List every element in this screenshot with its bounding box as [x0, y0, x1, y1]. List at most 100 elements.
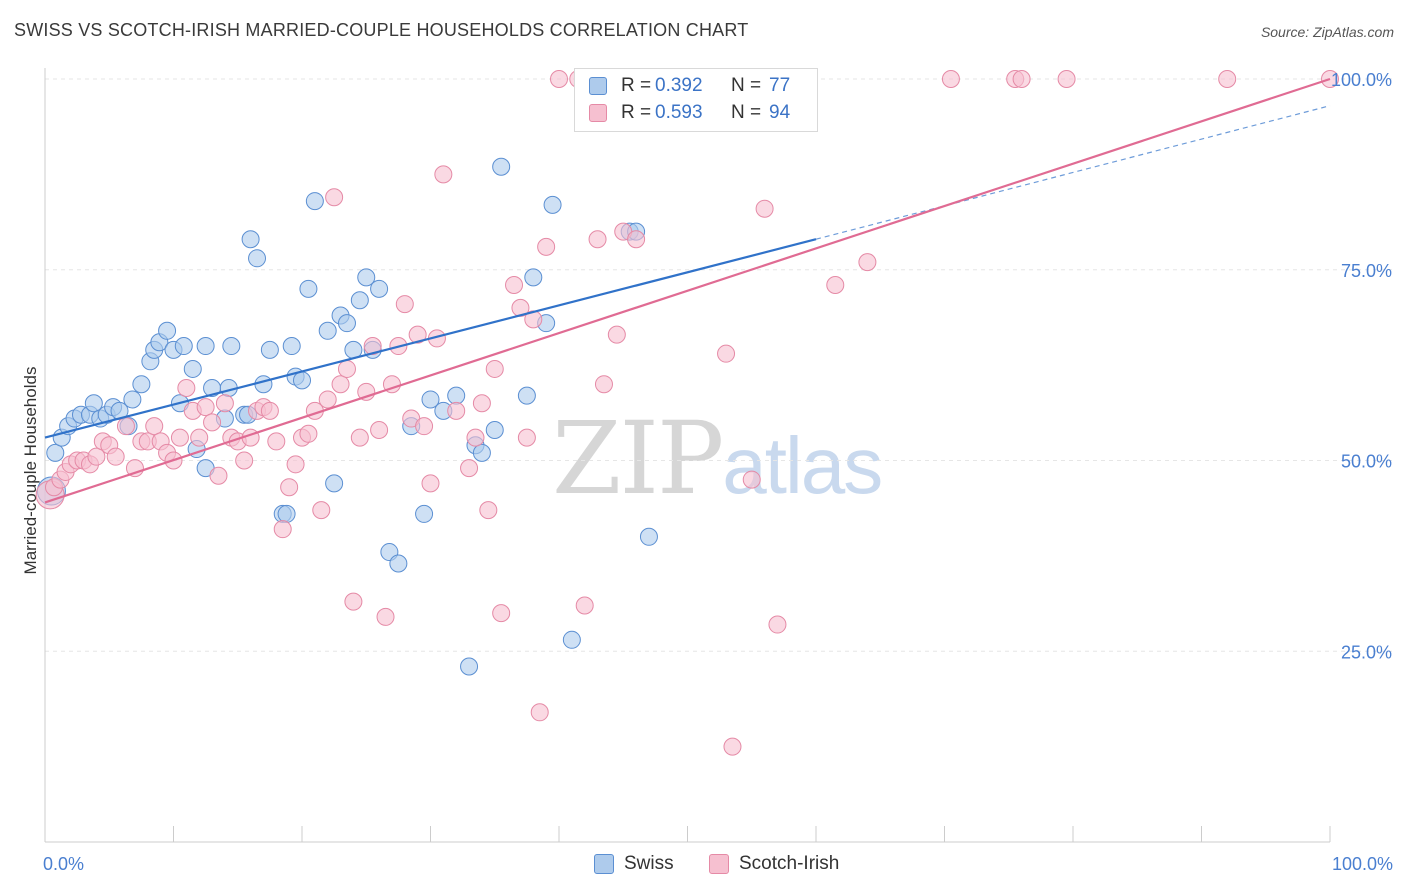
- legend-n-label: N =: [731, 102, 762, 123]
- point-swiss: [543, 195, 562, 214]
- y-tick-label: 25.0%: [1341, 642, 1392, 662]
- point-swiss: [222, 337, 241, 356]
- legend-n-value: 77: [769, 75, 791, 96]
- point-swiss: [485, 420, 504, 439]
- point-swiss: [305, 192, 324, 211]
- point-scotch-irish: [530, 703, 549, 722]
- trend-line-scotch-irish: [44, 77, 1331, 504]
- point-scotch-irish: [858, 253, 877, 272]
- point-swiss: [370, 279, 389, 298]
- point-swiss: [524, 268, 543, 287]
- point-scotch-irish: [1012, 70, 1031, 88]
- point-swiss: [277, 504, 296, 523]
- point-scotch-irish: [363, 337, 382, 356]
- point-scotch-irish: [87, 447, 106, 466]
- legend-r-value: 0.392: [655, 75, 703, 96]
- point-scotch-irish: [485, 359, 504, 378]
- point-scotch-irish: [215, 394, 234, 413]
- point-scotch-irish: [325, 188, 344, 207]
- correlation-legend: R = 0.392 N = 77 R = 0.593 N = 94: [574, 68, 818, 132]
- legend-item-scotch-irish[interactable]: Scotch-Irish: [709, 852, 859, 878]
- point-scotch-irish: [145, 417, 164, 436]
- point-scotch-irish: [768, 615, 787, 634]
- trend-extension-swiss: [815, 105, 1331, 240]
- point-scotch-irish: [370, 420, 389, 439]
- point-swiss: [447, 386, 466, 405]
- point-swiss: [132, 375, 151, 394]
- point-scotch-irish: [755, 199, 774, 218]
- point-scotch-irish: [607, 325, 626, 344]
- point-scotch-irish: [627, 230, 646, 249]
- point-swiss: [325, 474, 344, 493]
- point-scotch-irish: [337, 359, 356, 378]
- point-scotch-irish: [575, 596, 594, 615]
- point-swiss: [517, 386, 536, 405]
- point-scotch-irish: [350, 428, 369, 447]
- point-scotch-irish: [318, 390, 337, 409]
- point-scotch-irish: [517, 428, 536, 447]
- point-scotch-irish: [941, 70, 960, 88]
- legend-r-label: R =: [621, 75, 652, 96]
- point-scotch-irish: [1057, 70, 1076, 88]
- labels-layer: 25.0% 50.0% 75.0% 100.0% 0.0% 100.0% Married-c…: [21, 70, 1393, 874]
- legend-label-scotch-irish: Scotch-Irish: [739, 853, 840, 874]
- y-axis-label: Married-couple Households: [21, 367, 40, 575]
- point-scotch-irish: [826, 276, 845, 295]
- point-swiss: [350, 291, 369, 310]
- legend-n-value: 94: [769, 102, 791, 123]
- trend-line-swiss: [44, 238, 817, 439]
- point-scotch-irish: [280, 478, 299, 497]
- point-scotch-irish: [415, 417, 434, 436]
- legend-swatch-scotch-irish: [589, 104, 607, 122]
- point-scotch-irish: [273, 520, 292, 539]
- point-scotch-irish: [717, 344, 736, 363]
- chart-title: SWISS VS SCOTCH-IRISH MARRIED-COUPLE HOU…: [14, 20, 749, 40]
- point-scotch-irish: [344, 592, 363, 611]
- point-swiss: [318, 321, 337, 340]
- point-swiss: [196, 337, 215, 356]
- grid-layer: [45, 78, 1392, 652]
- legend-n-label: N =: [731, 75, 762, 96]
- point-scotch-irish: [312, 501, 331, 520]
- point-scotch-irish: [505, 276, 524, 295]
- point-swiss: [254, 375, 273, 394]
- legend-swatch-swiss: [589, 77, 607, 95]
- y-tick-label: 75.0%: [1341, 261, 1392, 281]
- point-scotch-irish: [742, 470, 761, 489]
- point-scotch-irish: [421, 474, 440, 493]
- chart-source: Source: ZipAtlas.com: [1260, 24, 1394, 40]
- point-scotch-irish: [460, 459, 479, 478]
- point-scotch-irish: [395, 295, 414, 314]
- point-scotch-irish: [479, 501, 498, 520]
- point-swiss: [421, 390, 440, 409]
- point-scotch-irish: [492, 604, 511, 623]
- legend-item-swiss[interactable]: Swiss: [594, 852, 704, 878]
- y-tick-label: 50.0%: [1341, 452, 1392, 472]
- point-scotch-irish: [1218, 70, 1237, 88]
- point-swiss: [357, 268, 376, 287]
- point-scotch-irish: [260, 401, 279, 420]
- point-swiss: [282, 337, 301, 356]
- legend-swatch-swiss: [594, 854, 614, 874]
- legend-row-scotch-irish: R = 0.593 N = 94: [575, 101, 815, 127]
- trend-layer: [44, 77, 1331, 504]
- point-scotch-irish: [376, 607, 395, 626]
- point-scotch-irish: [190, 428, 209, 447]
- point-scotch-irish: [550, 70, 568, 88]
- point-scotch-irish: [594, 375, 613, 394]
- point-swiss: [337, 314, 356, 333]
- point-scotch-irish: [196, 398, 215, 417]
- point-scotch-irish: [209, 466, 228, 485]
- point-scotch-irish: [170, 428, 189, 447]
- point-scotch-irish: [588, 230, 607, 249]
- point-swiss: [492, 157, 511, 176]
- point-swiss: [639, 527, 658, 546]
- x-tick-label: 0.0%: [43, 854, 84, 874]
- legend-label-swiss: Swiss: [624, 853, 674, 874]
- legend-swatch-scotch-irish: [709, 854, 729, 874]
- point-swiss: [562, 630, 581, 649]
- point-swiss: [293, 371, 311, 390]
- point-swiss: [241, 230, 260, 249]
- legend-r-value: 0.593: [655, 102, 703, 123]
